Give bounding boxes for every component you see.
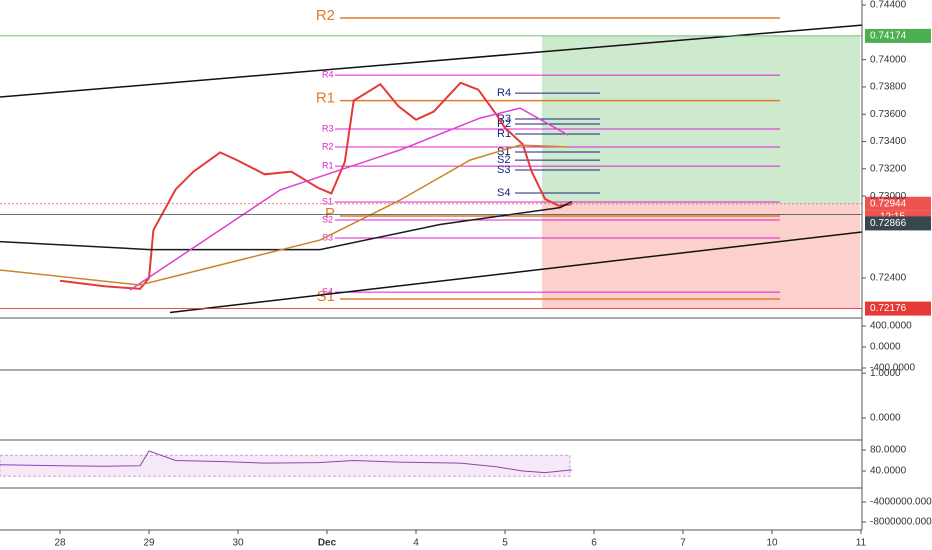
y-tick-label: 0.73600 xyxy=(870,109,907,120)
y-tick-label: 1.0000 xyxy=(870,368,901,379)
y-tick-label: 0.74400 xyxy=(870,0,907,11)
pivot-label: R2 xyxy=(316,7,335,24)
y-tick-label: 0.73800 xyxy=(870,82,907,93)
x-tick-label: 4 xyxy=(413,538,419,549)
y-tick-label: 0.0000 xyxy=(870,342,901,353)
y-tick-label: 40.0000 xyxy=(870,466,907,477)
pivot-label: S4 xyxy=(497,187,510,199)
price-line xyxy=(129,107,569,291)
x-tick-label: 30 xyxy=(232,538,244,549)
trendline xyxy=(169,231,862,314)
pivot-label: S4 xyxy=(322,286,333,296)
pivot-label: P xyxy=(325,205,335,222)
y-tick-label: -8000000.0000 xyxy=(870,517,932,528)
price-label-box xyxy=(865,216,931,231)
x-tick-label: 29 xyxy=(143,538,155,549)
stop-zone xyxy=(542,203,861,309)
price-label-box xyxy=(865,301,931,316)
y-tick-label: 0.0000 xyxy=(870,413,901,424)
pivot-label: R1 xyxy=(497,128,511,140)
x-tick-label: 5 xyxy=(502,538,508,549)
pivot-label: S3 xyxy=(322,232,333,242)
pivot-label: S1 xyxy=(317,288,335,305)
y-tick-label: 400.0000 xyxy=(870,321,912,332)
y-tick-label: 0.73000 xyxy=(870,191,907,202)
pivot-label: S3 xyxy=(497,164,510,176)
pivot-label: S2 xyxy=(497,154,510,166)
price-label: 0.72866 xyxy=(870,218,907,229)
y-tick-label: -4000000.0000 xyxy=(870,497,932,508)
price-label: 0.72944 xyxy=(870,198,907,209)
x-tick-label: 11 xyxy=(856,538,867,549)
y-tick-label: 0.74000 xyxy=(870,54,907,65)
target-zone xyxy=(542,35,861,204)
pivot-label: R4 xyxy=(322,69,334,79)
price-label: 0.74174 xyxy=(870,31,907,42)
pivot-label: R4 xyxy=(497,87,511,99)
price-line xyxy=(59,81,572,290)
pivot-label: S1 xyxy=(322,196,333,206)
x-tick-label: 6 xyxy=(591,538,597,549)
price-label-box xyxy=(865,196,931,211)
y-tick-label: -400.0000 xyxy=(870,363,915,374)
x-tick-label: 28 xyxy=(54,538,66,549)
pivot-label: R1 xyxy=(316,90,335,107)
x-tick-label: Dec xyxy=(318,538,337,549)
y-tick-label: 0.72400 xyxy=(870,273,907,284)
x-tick-label: 10 xyxy=(766,538,778,549)
price-label-box xyxy=(865,28,931,43)
x-tick-label: 7 xyxy=(680,538,686,549)
pivot-label: S2 xyxy=(322,214,333,224)
band xyxy=(0,454,571,477)
indicator-line xyxy=(0,450,572,474)
y-tick-label: 0.73200 xyxy=(870,163,907,174)
pivot-label: R1 xyxy=(322,160,334,170)
price-line xyxy=(0,144,569,286)
y-tick-label: 80.0000 xyxy=(870,445,907,456)
price-label: 0.72176 xyxy=(870,303,907,314)
price-line xyxy=(0,200,573,251)
y-tick-label: 0.73400 xyxy=(870,136,907,147)
trendline xyxy=(0,24,862,98)
pivot-label: R2 xyxy=(322,141,334,151)
pivot-label: R3 xyxy=(322,123,334,133)
